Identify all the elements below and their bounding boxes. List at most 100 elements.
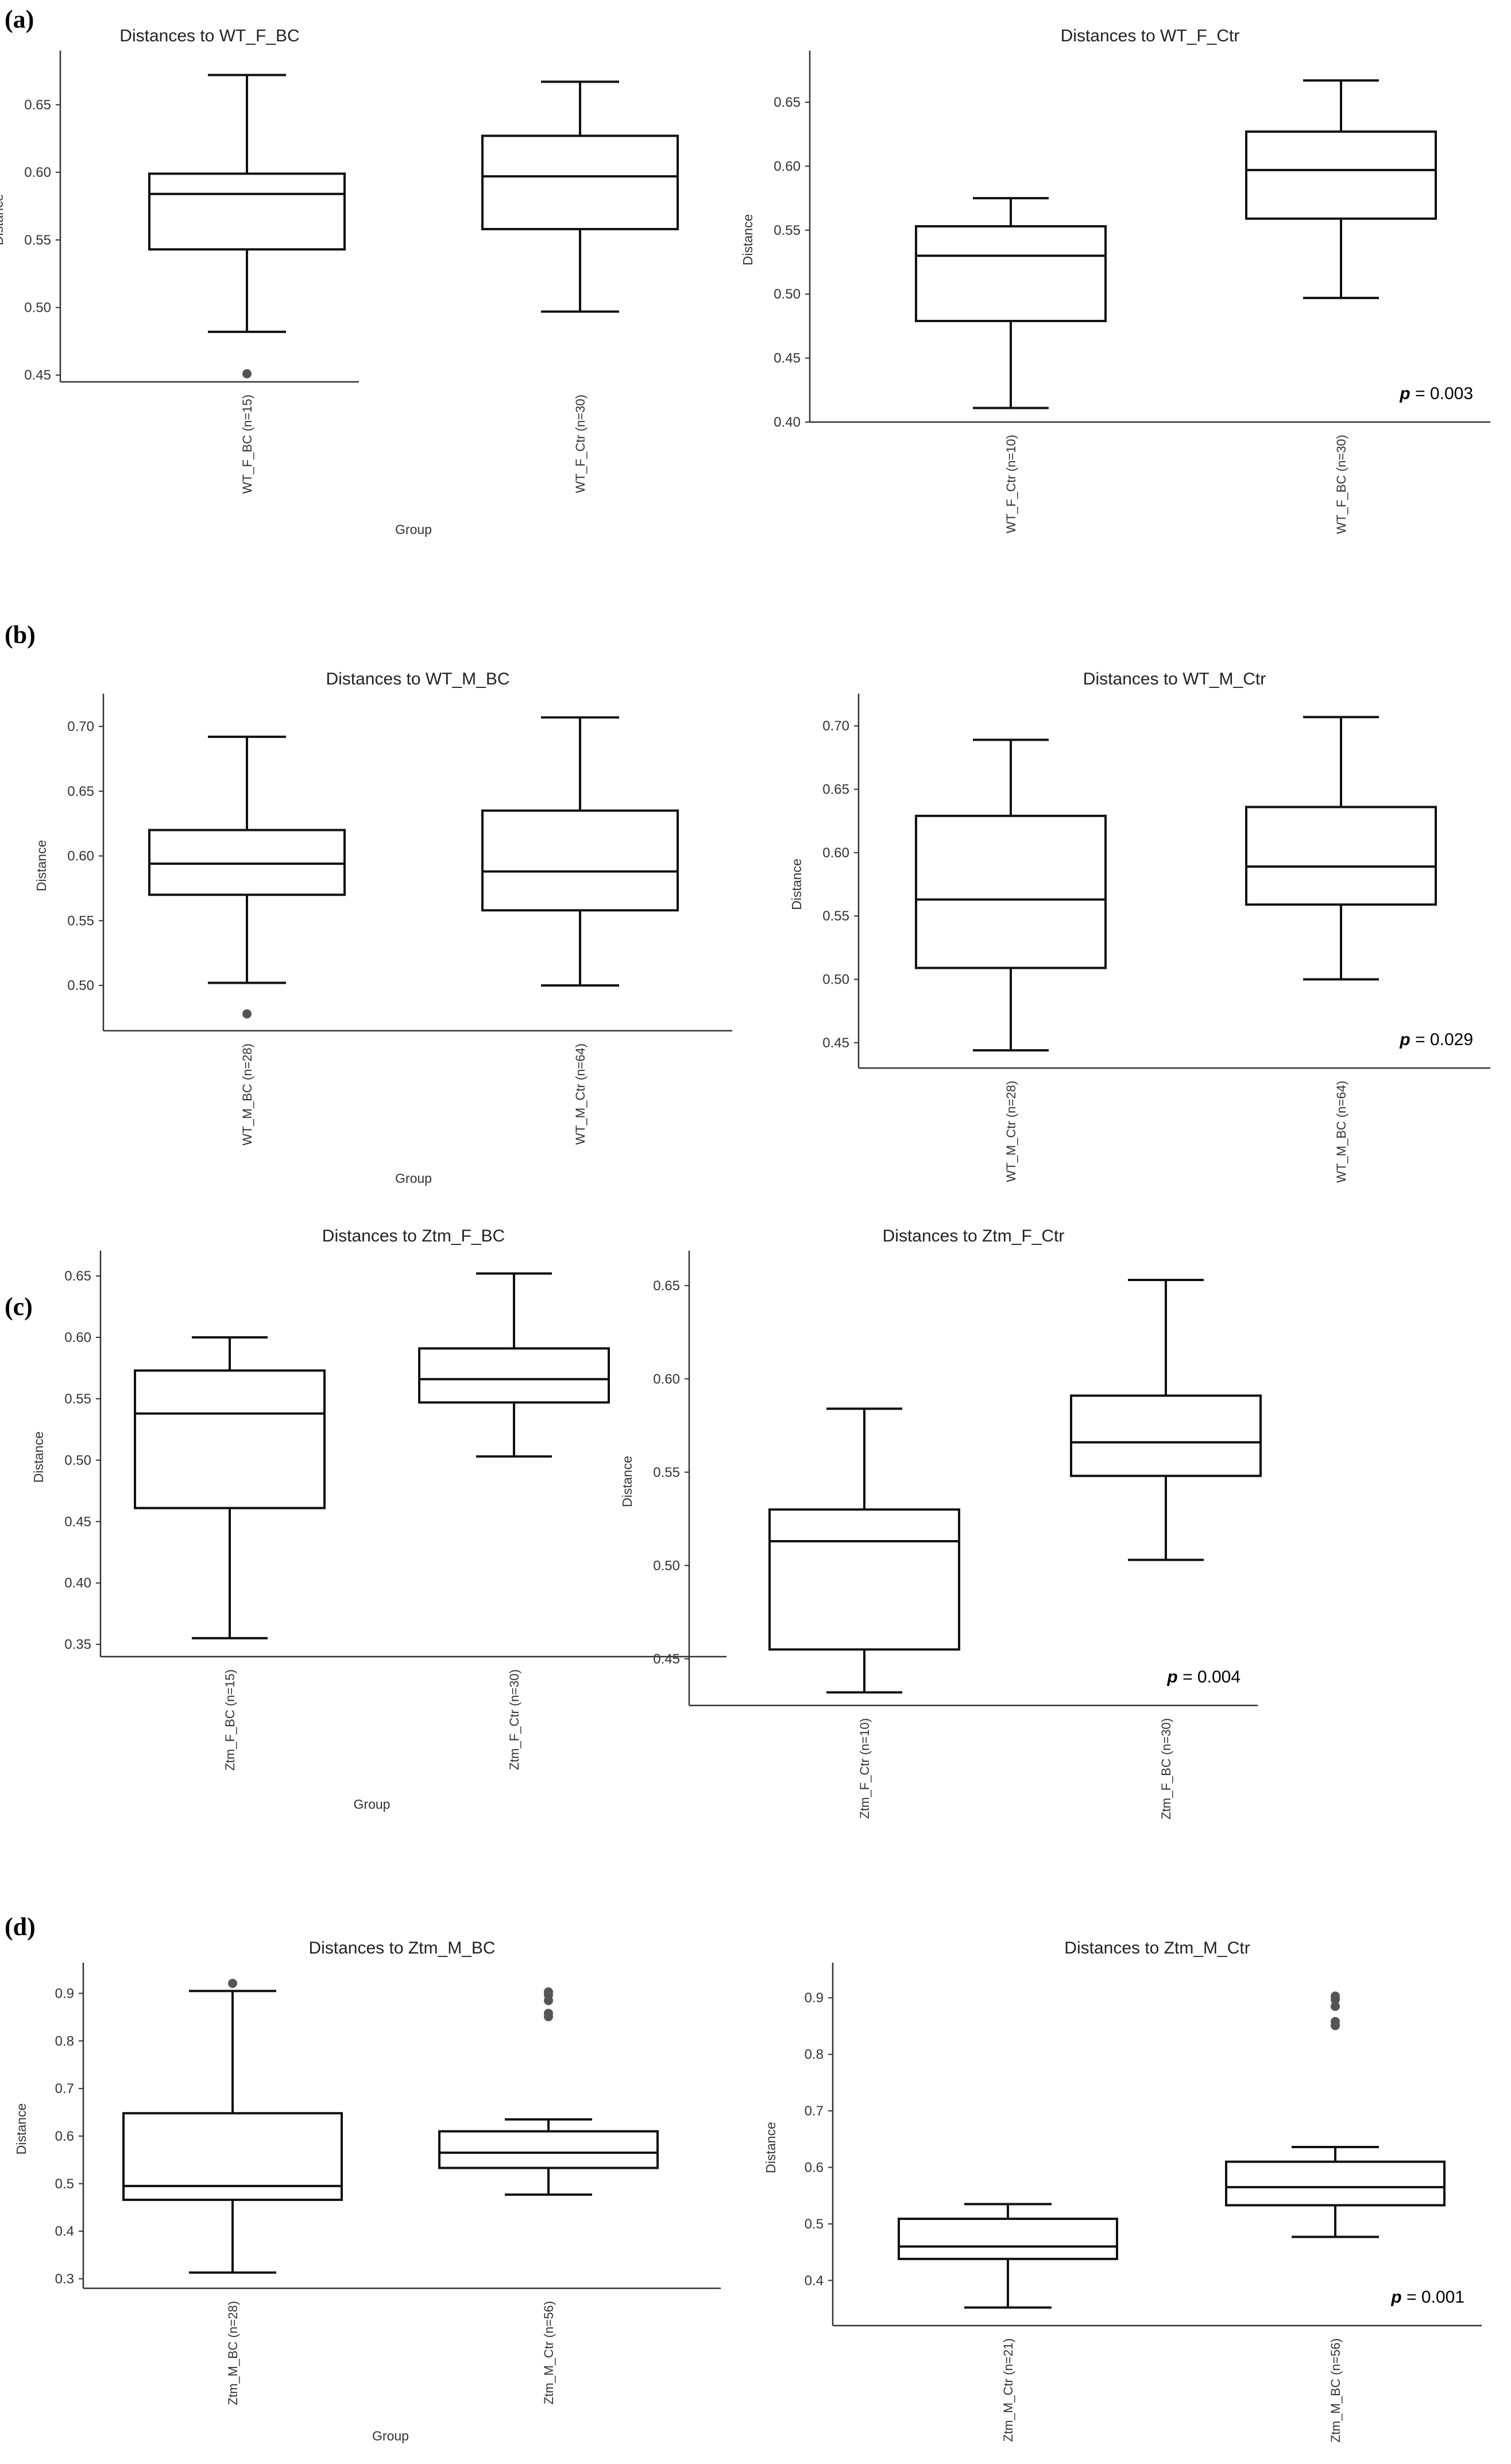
- chart-title: Distances to Ztm_F_BC: [322, 1227, 505, 1245]
- category-label: WT_F_Ctr (n=30): [573, 394, 588, 493]
- y-tick-label: 0.50: [24, 300, 51, 316]
- x-axis-label: Group: [354, 1797, 391, 1812]
- box-plots: Distances to WT_F_BC 0.45 0.50 0.55 0.60 0.65…: [0, 26, 1490, 2443]
- box-group: WT_M_BC (n=28): [148, 736, 346, 1146]
- iqr-box: [1245, 130, 1437, 220]
- category-label: WT_M_BC (n=64): [1334, 1081, 1348, 1183]
- iqr-box: [148, 172, 346, 251]
- y-tick-label: 0.70: [822, 718, 849, 734]
- category-label: WT_M_BC (n=28): [240, 1043, 254, 1146]
- p-symbol: p: [1399, 1030, 1410, 1049]
- iqr-box: [1070, 1394, 1262, 1477]
- panel-label-b: (b): [5, 621, 36, 649]
- box-group: Ztm_F_BC (n=30): [1070, 1279, 1262, 1820]
- y-tick-label: 0.40: [64, 1576, 91, 1591]
- y-tick-label: 0.60: [774, 158, 801, 174]
- chart-title: Distances to Ztm_F_Ctr: [883, 1227, 1065, 1245]
- iqr-box: [148, 829, 346, 896]
- p-value-annotation: p = 0.003: [1399, 384, 1473, 403]
- category-label: Ztm_F_BC (n=30): [1159, 1718, 1173, 1820]
- y-tick-label: 0.9: [805, 1990, 824, 2006]
- y-tick-label: 0.45: [653, 1651, 680, 1667]
- box-group: WT_M_BC (n=64): [1245, 715, 1437, 1183]
- y-tick-label: 0.55: [653, 1465, 680, 1480]
- y-tick-label: 0.6: [55, 2129, 74, 2144]
- outlier-point: [242, 1009, 252, 1019]
- category-label: Ztm_M_BC (n=28): [226, 2301, 240, 2405]
- category-label: Ztm_F_Ctr (n=30): [507, 1669, 521, 1770]
- box-group: WT_F_Ctr (n=10): [915, 197, 1107, 533]
- box-group: Ztm_M_Ctr (n=56): [438, 1987, 659, 2404]
- box-group: Ztm_F_BC (n=15): [134, 1336, 326, 1771]
- y-axis-label: Distance: [34, 840, 49, 891]
- outlier-point: [228, 1979, 237, 1989]
- category-label: Ztm_M_BC (n=56): [1328, 2338, 1343, 2443]
- y-tick-label: 0.50: [64, 1453, 91, 1468]
- outlier-point: [544, 1987, 553, 1997]
- y-tick-label: 0.55: [822, 908, 849, 924]
- chart-title: Distances to WT_M_Ctr: [1083, 670, 1266, 688]
- y-tick-label: 0.35: [64, 1637, 91, 1653]
- category-label: WT_F_BC (n=30): [1334, 435, 1348, 534]
- y-tick-label: 0.65: [774, 95, 801, 110]
- y-tick-label: 0.40: [774, 415, 801, 430]
- category-label: WT_F_BC (n=15): [240, 394, 254, 494]
- chart-a2: Distances to WT_F_Ctr 0.40 0.45 0.50 0.55 0.6…: [740, 26, 1490, 534]
- y-tick-label: 0.8: [805, 2047, 824, 2063]
- p-symbol: p: [1166, 1668, 1177, 1686]
- x-axis-label: Group: [372, 2428, 409, 2443]
- y-tick-label: 0.55: [67, 913, 94, 929]
- outlier-point: [544, 2009, 553, 2018]
- y-tick-label: 0.60: [653, 1371, 680, 1387]
- y-tick-label: 0.4: [805, 2273, 824, 2288]
- chart-d1: Distances to Ztm_M_BC 0.3 0.4 0.5 0.6 0.7 0.8 0…: [14, 1939, 721, 2443]
- y-tick-label: 0.60: [822, 845, 849, 861]
- chart-title: Distances to Ztm_M_BC: [308, 1939, 495, 1958]
- iqr-box: [1245, 806, 1437, 906]
- iqr-box: [768, 1508, 960, 1651]
- chart-title: Distances to WT_F_BC: [119, 26, 299, 45]
- box-group: Ztm_M_BC (n=28): [122, 1979, 343, 2405]
- chart-title: Distances to Ztm_M_Ctr: [1064, 1939, 1250, 1958]
- chart-b1: Distances to WT_M_BC 0.50 0.55 0.60 0.65 0.70…: [34, 670, 732, 1186]
- iqr-box: [134, 1369, 326, 1510]
- y-axis-label: Distance: [14, 2103, 29, 2154]
- p-value-annotation: p = 0.001: [1390, 2288, 1464, 2307]
- category-label: Ztm_M_Ctr (n=56): [542, 2301, 556, 2404]
- y-axis-label: Distance: [789, 858, 804, 910]
- chart-title: Distances to WT_F_Ctr: [1061, 26, 1240, 45]
- chart-c1: Distances to Ztm_F_BC 0.35 0.40 0.45 0.50 0.5…: [31, 1227, 726, 1812]
- y-tick-label: 0.55: [64, 1391, 91, 1407]
- y-tick-label: 0.50: [653, 1558, 680, 1573]
- box-group: WT_M_Ctr (n=64): [481, 716, 679, 1145]
- x-axis-label: Group: [395, 522, 432, 537]
- p-value-text: = 0.004: [1178, 1668, 1241, 1686]
- outlier-point: [1331, 2017, 1340, 2026]
- y-axis-label: Distance: [740, 214, 755, 265]
- y-tick-label: 0.50: [774, 287, 801, 302]
- category-label: Ztm_F_BC (n=15): [223, 1669, 237, 1771]
- iqr-box: [915, 225, 1107, 322]
- iqr-box: [481, 809, 679, 912]
- y-axis-label: Distance: [620, 1456, 635, 1507]
- y-tick-label: 0.50: [822, 972, 849, 988]
- y-tick-label: 0.60: [67, 849, 94, 864]
- p-symbol: p: [1399, 384, 1410, 403]
- y-tick-label: 0.50: [67, 978, 94, 993]
- box-group: WT_F_BC (n=30): [1245, 79, 1437, 534]
- panel-label-c: (c): [5, 1293, 33, 1321]
- x-axis-label: Group: [395, 1171, 432, 1186]
- box-group: WT_F_Ctr (n=30): [481, 80, 679, 493]
- y-axis-label: Distance: [31, 1432, 46, 1483]
- outlier-point: [1331, 2001, 1340, 2011]
- y-tick-label: 0.7: [55, 2081, 74, 2096]
- y-tick-label: 0.45: [24, 368, 51, 383]
- y-tick-label: 0.65: [653, 1278, 680, 1294]
- category-label: Ztm_F_Ctr (n=10): [857, 1718, 872, 1819]
- y-axis-label: Distance: [763, 2122, 778, 2173]
- y-tick-label: 0.7: [805, 2103, 824, 2119]
- box-group: WT_F_BC (n=15): [148, 74, 346, 494]
- box-group: Ztm_M_BC (n=56): [1225, 1991, 1446, 2443]
- outlier-point: [1331, 1991, 1340, 2001]
